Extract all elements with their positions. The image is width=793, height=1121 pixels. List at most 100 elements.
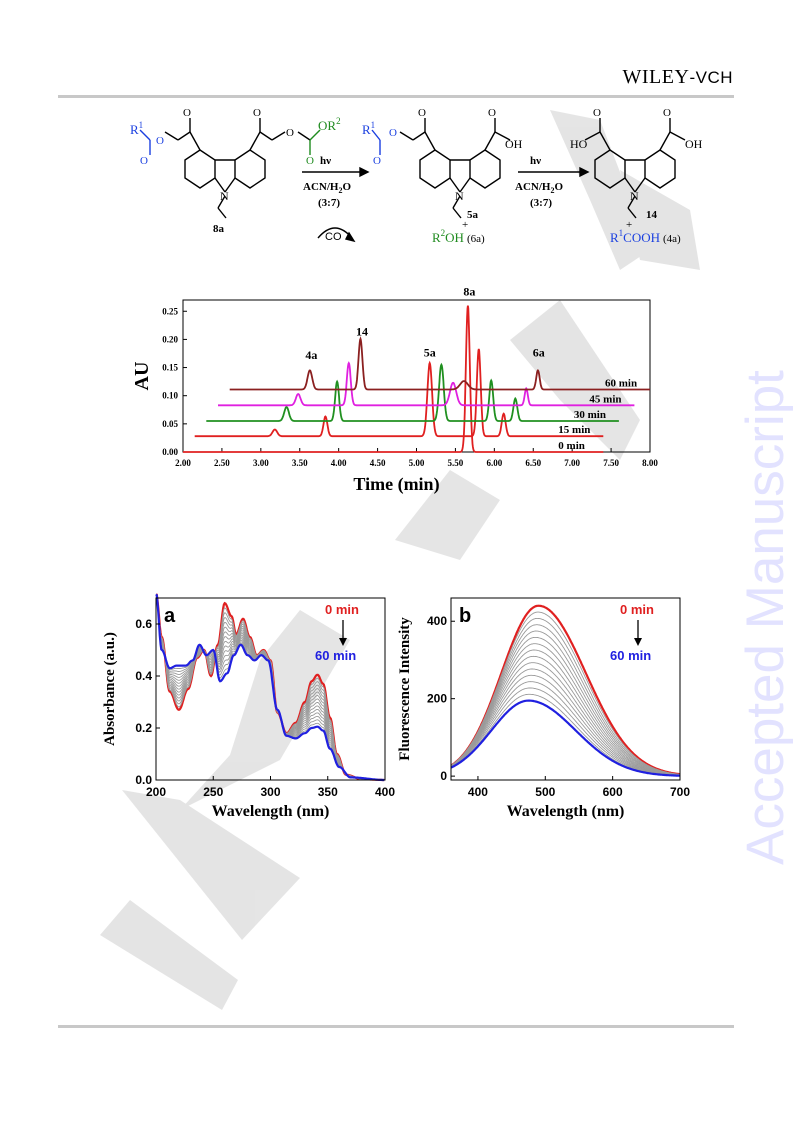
or2-label: OR2 bbox=[318, 116, 341, 133]
series-line-15-min bbox=[194, 348, 604, 438]
x-tick-label: 600 bbox=[603, 785, 623, 799]
x-axis-label: Wavelength (nm) bbox=[507, 803, 625, 820]
spectrum-intermediate bbox=[450, 617, 681, 775]
x-tick-label: 700 bbox=[670, 785, 690, 799]
panel-label: a bbox=[164, 605, 176, 627]
y-tick-label: 0.00 bbox=[162, 447, 178, 457]
y-tick-label: 0.20 bbox=[162, 334, 178, 344]
arrow1-ratio: (3:7) bbox=[318, 197, 340, 209]
absorbance-chart: 200 250 300 350 400 0.0 0.2 0.4 0.6 Wavelength (n… bbox=[102, 593, 395, 820]
spectrum-end bbox=[155, 593, 385, 782]
spectrum-intermediate bbox=[450, 636, 681, 776]
spectrum-start bbox=[450, 604, 681, 776]
series-label: 60 min bbox=[605, 378, 637, 390]
y-axis-label: Absorbance (a.u.) bbox=[102, 632, 118, 746]
series-label: 30 min bbox=[574, 409, 606, 421]
spectrum-intermediate bbox=[450, 674, 680, 776]
x-tick-label: 5.50 bbox=[448, 458, 464, 468]
byproduct-4a: R1COOH (4a) bbox=[610, 228, 681, 245]
o-label-1: O bbox=[140, 155, 148, 167]
o-label-5: O bbox=[286, 127, 294, 139]
y-tick-label: 0.25 bbox=[162, 306, 178, 316]
o-label-10: O bbox=[488, 107, 496, 119]
arrow2-hv: hν bbox=[530, 155, 541, 167]
peak-label-8a: 8a bbox=[463, 284, 475, 298]
o-label-7: O bbox=[373, 155, 381, 167]
o-label-9: O bbox=[418, 107, 426, 119]
x-tick-label: 8.00 bbox=[642, 458, 658, 468]
x-tick-label: 7.50 bbox=[603, 458, 619, 468]
spectrum-intermediate bbox=[450, 649, 681, 776]
brand-main: WILEY bbox=[622, 66, 690, 88]
plot-frame bbox=[155, 597, 386, 781]
x-tick-label: 500 bbox=[535, 785, 555, 799]
legend-arrow-head bbox=[339, 638, 347, 646]
r1-label-mid: R1 bbox=[362, 120, 375, 137]
y-tick-label: 0.6 bbox=[135, 617, 152, 631]
compound-14-label: 14 bbox=[646, 209, 658, 221]
arrow1-solvent: ACN/H2O bbox=[303, 181, 351, 195]
hplc-chromatogram: 2.00 2.50 3.00 3.50 4.00 4.50 5.00 5.50 6.00 6.50… bbox=[131, 284, 658, 495]
spectrum-end bbox=[450, 699, 680, 777]
arrow2-ratio: (3:7) bbox=[530, 197, 552, 209]
x-tick-label: 6.50 bbox=[525, 458, 541, 468]
y-tick-label: 0.10 bbox=[162, 391, 178, 401]
spectrum-start bbox=[155, 593, 385, 782]
r1-label: R1 bbox=[130, 120, 143, 137]
peak-label-6a: 6a bbox=[533, 345, 545, 359]
y-tick-label: 0.4 bbox=[135, 669, 152, 683]
plus-2: + bbox=[626, 219, 632, 231]
fluorescence-chart: 400 500 600 700 0 200 400 Wavelength (nm) Fluore… bbox=[397, 597, 690, 820]
legend-end: 60 min bbox=[315, 648, 356, 663]
y-tick-label: 200 bbox=[427, 692, 447, 706]
y-axis-label: AU bbox=[131, 362, 153, 391]
x-tick-label: 3.00 bbox=[253, 458, 269, 468]
n-label-3: N bbox=[630, 189, 639, 203]
molecule-8a bbox=[139, 118, 321, 219]
spectrum-intermediate bbox=[450, 681, 680, 776]
series-label: 15 min bbox=[558, 424, 590, 436]
spectrum-intermediate bbox=[450, 643, 681, 776]
y-tick-label: 0 bbox=[440, 769, 447, 783]
o-label-12: O bbox=[663, 107, 671, 119]
o-label-8: O bbox=[389, 127, 397, 139]
header-rule bbox=[58, 95, 734, 98]
x-tick-label: 2.00 bbox=[175, 458, 191, 468]
ho-label: HO bbox=[570, 137, 588, 151]
header-brand: WILEY-VCH bbox=[623, 66, 733, 89]
series-line-0-min bbox=[183, 305, 604, 453]
legend-arrow-head bbox=[634, 638, 642, 646]
spectrum-intermediate bbox=[450, 668, 681, 776]
x-tick-label: 4.50 bbox=[370, 458, 386, 468]
legend-start: 0 min bbox=[620, 602, 654, 617]
legend-end: 60 min bbox=[610, 648, 651, 663]
brand-sub: -VCH bbox=[689, 68, 733, 87]
y-tick-label: 0.05 bbox=[162, 419, 178, 429]
x-tick-label: 7.00 bbox=[564, 458, 580, 468]
y-tick-label: 0.15 bbox=[162, 363, 178, 373]
x-tick-label: 6.00 bbox=[486, 458, 502, 468]
o-label-6: O bbox=[306, 155, 314, 167]
oh-label-1: OH bbox=[505, 137, 523, 151]
footer-rule bbox=[58, 1025, 734, 1028]
x-tick-label: 400 bbox=[468, 785, 488, 799]
x-tick-label: 2.50 bbox=[214, 458, 230, 468]
series-label: 45 min bbox=[589, 393, 621, 405]
spectrum-intermediate bbox=[450, 662, 681, 776]
x-tick-label: 5.00 bbox=[409, 458, 425, 468]
series-label: 0 min bbox=[558, 440, 585, 452]
byproduct-6a: R2OH (6a) bbox=[432, 228, 485, 245]
legend-start: 0 min bbox=[325, 602, 359, 617]
n-label-2: N bbox=[455, 189, 464, 203]
series-line-45-min bbox=[218, 361, 635, 407]
co2-label: CO bbox=[325, 231, 342, 243]
n-label-1: N bbox=[220, 189, 229, 203]
peak-label-5a: 5a bbox=[424, 345, 436, 359]
x-tick-label: 4.00 bbox=[331, 458, 347, 468]
o-label-2: O bbox=[156, 135, 164, 147]
peak-label-4a: 4a bbox=[305, 348, 317, 362]
molecule-5a bbox=[371, 118, 511, 219]
series-line-60-min bbox=[229, 336, 650, 391]
plus-1: + bbox=[462, 219, 468, 231]
x-tick-label: 250 bbox=[203, 785, 223, 799]
